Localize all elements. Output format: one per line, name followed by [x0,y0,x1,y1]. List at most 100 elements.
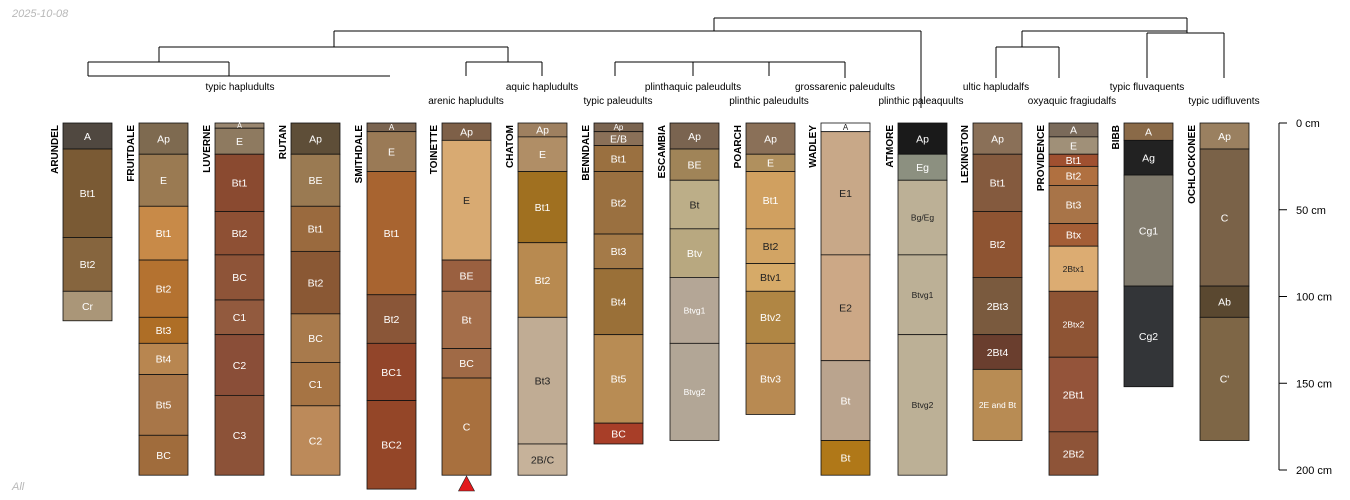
profile-name: PROVIDENCE [1036,125,1047,191]
tick-label: 100 cm [1296,292,1332,304]
horizon-label: Bt2 [1066,171,1082,183]
horizon-luverne-7 [214,394,265,476]
horizon-label: E1 [839,188,852,200]
horizon-label: Bt2 [80,259,96,271]
horizon-label: A [1145,126,1152,138]
horizon-label: BC [611,428,626,440]
taxon-label: typic udifluvents [1188,96,1259,107]
horizon-label: Bt2 [990,239,1006,251]
horizon-label: BE [687,159,701,171]
horizon-fruitdale-4 [138,316,189,344]
horizon-label: Cg2 [1139,331,1158,343]
horizon-label: A [843,123,849,132]
horizon-luverne-6 [214,334,265,396]
horizon-label: Ap [309,133,322,145]
horizon-label: E [236,136,243,148]
horizon-smithdale-4 [366,342,417,402]
horizon-label: Ap [460,126,473,138]
horizon-fruitdale-7 [138,434,189,476]
taxon-label: arenic hapludults [428,96,504,107]
horizon-label: BC [459,358,474,370]
tick-label: 0 cm [1296,118,1320,130]
horizon-fruitdale-6 [138,374,189,436]
horizon-poarch-5 [745,290,796,344]
horizon-atmore-2 [897,179,948,256]
profile-name: FRUITDALE [126,125,137,182]
horizon-label: 2Bt4 [987,347,1009,359]
horizon-lexington-1 [972,153,1023,212]
horizon-label: C3 [233,430,247,442]
horizon-toinette-3 [441,290,492,349]
profile-providence: AE Bt1 Bt2 Bt3 Btx 2Btx1 2Btx2 2Bt1 2Bt2 PROVIDEN… [1036,122,1099,476]
horizon-toinette-5 [441,377,492,476]
horizon-label: E [463,195,470,207]
profile-wadley: A E1 E2 Bt Bt WADLEY [808,122,871,476]
horizon-rutan-4 [290,313,341,363]
horizon-label: Ab [1218,296,1231,308]
horizon-label: Bt1 [384,228,400,240]
horizon-label: Cg1 [1139,225,1158,237]
horizon-label: Bt5 [156,400,172,412]
tick-label: 200 cm [1296,465,1332,477]
horizon-label: Btv3 [760,374,781,386]
horizon-providence-8 [1048,356,1099,433]
profile-rutan: Ap BE Bt1 Bt2 BC C1 C2 RUTAN [278,122,341,476]
profile-luverne: AE Bt1 Bt2 BC C1 C2 C3 LUVERNE [202,121,265,476]
horizon-escambia-5 [669,342,720,441]
horizon-label: 2E and Bt [979,400,1017,410]
horizon-label: C2 [233,360,247,372]
horizon-lexington-3 [972,277,1023,336]
horizon-label: Bt [690,199,700,211]
horizon-label: BC1 [381,367,402,379]
horizon-wadley-2 [820,254,871,362]
dendrogram [87,17,1225,108]
horizon-bibb-1 [1123,139,1174,176]
horizon-benndale-3 [593,171,644,235]
horizon-label: Bt3 [1066,199,1082,211]
horizon-label: E2 [839,303,852,315]
horizon-label: Ap [614,123,624,132]
horizon-benndale-5 [593,268,644,336]
profile-arundel: A Bt1 Bt2 Cr ARUNDEL [50,122,113,322]
horizon-label: Ap [1218,131,1231,143]
horizon-smithdale-5 [366,400,417,490]
horizon-fruitdale-5 [138,342,189,375]
horizon-label: Bt2 [763,241,779,253]
horizon-wadley-4 [820,440,871,476]
horizon-lexington-5 [972,368,1023,441]
horizon-label: Eg [916,162,929,174]
horizon-label: A [237,121,243,130]
profile-lexington: Ap Bt1 Bt2 2Bt3 2Bt4 2E and Bt LEXINGTON [960,122,1023,441]
profile-name: ARUNDEL [50,125,61,174]
profile-name: RUTAN [278,125,289,159]
horizon-escambia-4 [669,277,720,344]
horizon-poarch-0 [745,122,796,155]
horizon-label: Bt3 [611,246,627,258]
profile-name: ATMORE [885,125,896,168]
profile-chatom: Ap E Bt1 Bt2 Bt3 2B/C CHATOM [505,122,568,476]
horizon-rutan-1 [290,153,341,207]
horizon-label: Bt3 [156,325,172,337]
horizon-chatom-5 [517,443,568,476]
horizon-label: Bt2 [156,283,172,295]
profile-poarch: Ap E Bt1 Bt2 Btv1 Btv2 Btv3 POARCH [733,122,796,415]
horizon-atmore-0 [897,122,948,155]
horizon-atmore-1 [897,153,948,181]
horizon-luverne-5 [214,299,265,336]
taxon-label: typic fluvaquents [1110,82,1185,93]
horizon-label: 2Btx2 [1063,319,1085,329]
horizon-lexington-0 [972,122,1023,155]
profile-ochlockonee: Ap C Ab C' OCHLOCKONEE [1187,122,1250,441]
horizon-smithdale-1 [366,131,417,172]
horizon-label: E [767,158,774,170]
profile-name: TOINETTE [429,125,440,175]
profile-benndale: ApE/B Bt1 Bt2 Bt3 Bt4 Bt5 BC BENNDALE [581,122,644,445]
horizon-ochlockonee-3 [1199,316,1250,441]
horizon-poarch-6 [745,342,796,415]
horizon-toinette-2 [441,259,492,292]
horizon-label: Bt1 [232,178,248,190]
horizon-label: Ap [991,133,1004,145]
horizon-providence-9 [1048,431,1099,476]
horizon-label: Bt1 [80,188,96,200]
